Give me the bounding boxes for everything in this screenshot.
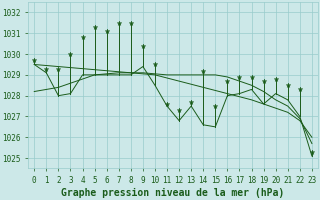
X-axis label: Graphe pression niveau de la mer (hPa): Graphe pression niveau de la mer (hPa) — [61, 188, 285, 198]
